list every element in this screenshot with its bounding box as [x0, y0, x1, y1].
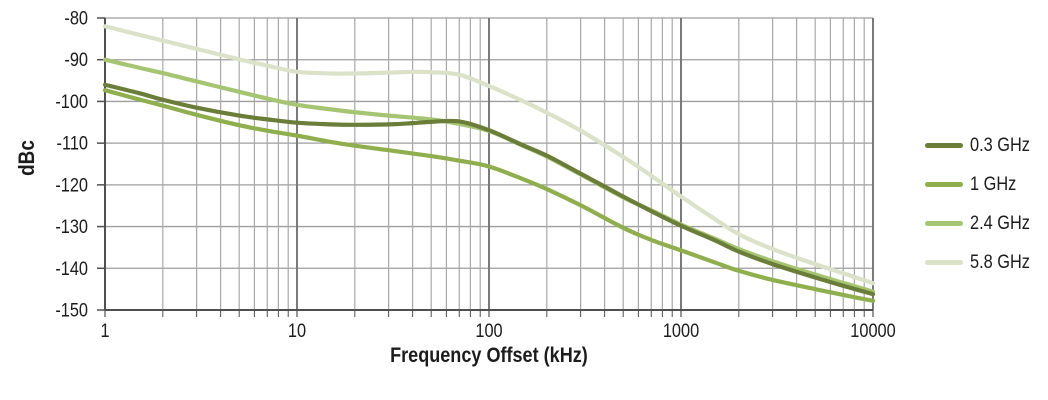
- tick-labels: -80 -90 -100 -110 -120 -130 -140 -150 1 10 100 1000…: [55, 7, 896, 341]
- y-tick-label: -110: [57, 132, 89, 153]
- legend-swatch-5-8ghz: [925, 260, 963, 265]
- tick-marks: [97, 17, 874, 317]
- curve-0-3-ghz: [102, 82, 876, 297]
- curve-5-8-ghz: [102, 24, 876, 286]
- x-tick-label: 10: [288, 320, 306, 341]
- legend-item-1ghz: 1 GHz: [925, 165, 1040, 204]
- y-tick-label: -130: [55, 216, 88, 237]
- legend-label-5-8ghz: 5.8 GHz: [970, 251, 1030, 273]
- legend-swatch-2-4ghz: [925, 221, 963, 226]
- y-tick-label: -120: [55, 174, 88, 195]
- legend: 0.3 GHz 1 GHz 2.4 GHz 5.8 GHz: [925, 126, 1040, 282]
- y-tick-label: -150: [55, 299, 88, 320]
- curve-1-ghz: [102, 88, 876, 303]
- legend-item-5-8ghz: 5.8 GHz: [925, 243, 1040, 282]
- x-axis-title-text: Frequency Offset (kHz): [390, 344, 588, 367]
- legend-label-1ghz: 1 GHz: [970, 173, 1017, 195]
- x-axis-title: Frequency Offset (kHz): [289, 344, 689, 368]
- series-curves: [102, 24, 876, 303]
- y-tick-label: -90: [64, 49, 88, 70]
- y-axis-title: dBc: [14, 140, 39, 176]
- y-tick-label: -100: [55, 91, 88, 112]
- legend-label-2-4ghz: 2.4 GHz: [970, 212, 1030, 234]
- y-tick-label: -80: [64, 7, 88, 28]
- x-tick-label: 1000: [663, 320, 699, 341]
- legend-swatch-1ghz: [925, 182, 963, 187]
- x-tick-label: 10000: [850, 320, 896, 341]
- gridlines: [104, 17, 874, 311]
- legend-item-0-3ghz: 0.3 GHz: [925, 126, 1040, 165]
- x-tick-label: 100: [475, 320, 502, 341]
- legend-label-0-3ghz: 0.3 GHz: [970, 134, 1030, 156]
- legend-item-2-4ghz: 2.4 GHz: [925, 204, 1040, 243]
- legend-swatch-0-3ghz: [925, 143, 963, 148]
- x-tick-label: 1: [100, 320, 109, 341]
- y-tick-label: -140: [55, 258, 88, 279]
